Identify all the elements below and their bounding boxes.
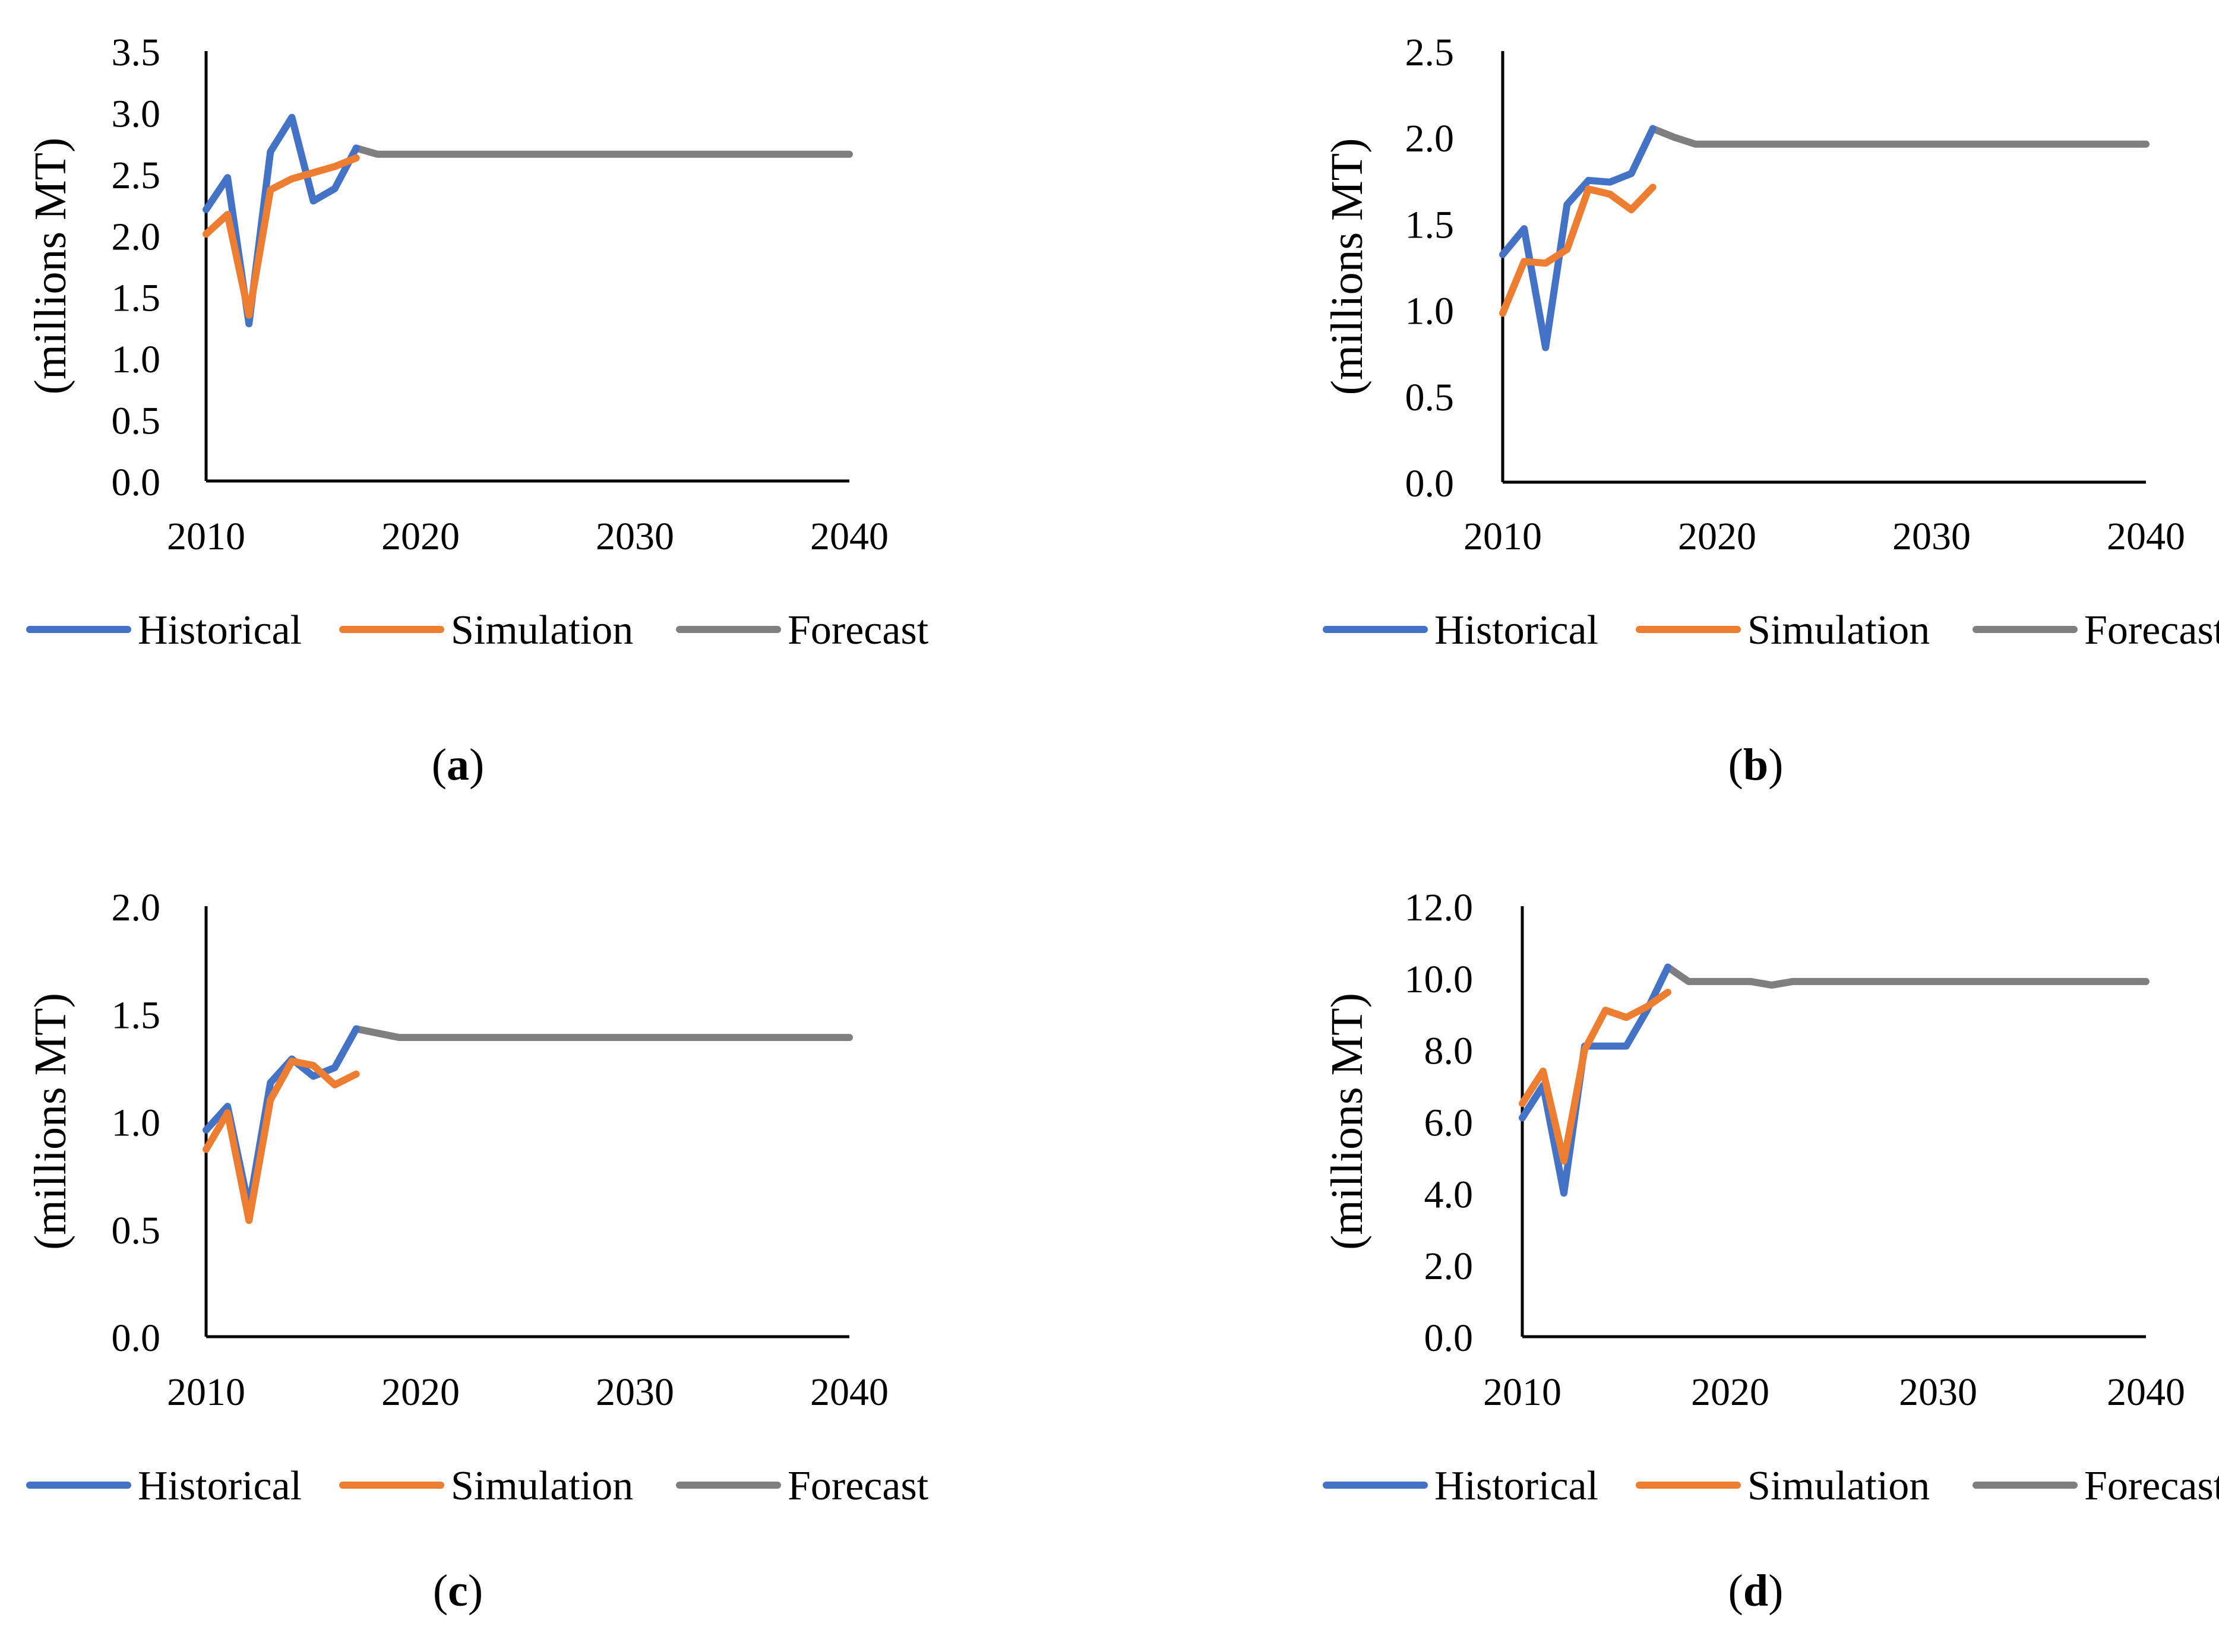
x-tick-label: 2010 <box>167 515 245 558</box>
x-tick-label: 2040 <box>2107 515 2185 558</box>
x-tick-label: 2040 <box>2107 1371 2185 1414</box>
series-line-forecast <box>352 1025 853 1042</box>
x-tick-label: 2030 <box>596 1371 674 1414</box>
series-line-historical <box>1519 963 1671 1197</box>
x-tick-label: 2020 <box>381 1371 460 1414</box>
panel-d: 0.0 2.0 4.0 6.0 8.0 10.0 12.0 2010 2020 2030 2040 (… <box>1110 826 2219 1652</box>
y-tick-label: 0.0 <box>1424 1316 1474 1360</box>
y-tick-label: 0.5 <box>1405 376 1455 419</box>
legend-label-historical: Historical <box>138 1463 302 1509</box>
x-tick-label: 2030 <box>1892 515 1971 558</box>
panel-a: 0.0 0.5 1.0 1.5 2.0 2.5 3.0 3.5 2010 2020 2030 2040… <box>0 0 1110 826</box>
y-tick-label: 4.0 <box>1424 1173 1474 1216</box>
y-tick-label: 8.0 <box>1424 1030 1474 1073</box>
x-tick-label: 2040 <box>810 515 889 558</box>
panel-b: 0.0 0.5 1.0 1.5 2.0 2.5 2010 2020 2030 2040 (milli… <box>1110 0 2219 826</box>
series-line-forecast <box>1649 125 2150 148</box>
y-axis-title: (millions MT) <box>1322 138 1372 395</box>
y-tick-label: 1.0 <box>112 338 161 381</box>
series-line-historical <box>1499 125 1657 352</box>
y-tick-label: 2.5 <box>112 154 161 197</box>
panel-label-c: (c) <box>432 1566 483 1616</box>
chart-d: 0.0 2.0 4.0 6.0 8.0 10.0 12.0 2010 2020 2030 2040 (… <box>1322 886 2219 1509</box>
y-tick-label: 1.0 <box>112 1102 161 1145</box>
y-tick-label: 1.5 <box>112 993 161 1037</box>
series-line-simulation <box>203 154 360 319</box>
x-tick-label: 2030 <box>596 515 674 558</box>
series-line-forecast <box>352 144 853 158</box>
legend-label-simulation: Simulation <box>1747 1463 1930 1509</box>
y-tick-label: 2.0 <box>112 215 161 258</box>
x-tick-label: 2010 <box>1463 515 1542 558</box>
legend-label-forecast: Forecast <box>788 607 929 653</box>
legend-label-historical: Historical <box>138 607 302 653</box>
y-tick-label: 3.5 <box>112 31 161 74</box>
x-tick-label: 2030 <box>1899 1371 1977 1414</box>
legend-label-forecast: Forecast <box>2084 1463 2219 1509</box>
legend-label-historical: Historical <box>1434 607 1598 653</box>
legend-label-simulation: Simulation <box>451 607 633 653</box>
y-tick-label: 1.5 <box>112 277 161 320</box>
chart-a: 0.0 0.5 1.0 1.5 2.0 2.5 3.0 3.5 2010 2020 2030 2040… <box>26 31 929 653</box>
x-tick-label: 2020 <box>1678 515 1756 558</box>
x-tick-label: 2020 <box>1691 1371 1769 1414</box>
legend-label-forecast: Forecast <box>788 1463 929 1509</box>
y-tick-label: 2.0 <box>1424 1245 1474 1288</box>
panel-label-b: (b) <box>1728 740 1784 790</box>
x-tick-label: 2040 <box>810 1371 889 1414</box>
panel-label-d: (d) <box>1728 1566 1784 1616</box>
legend-label-simulation: Simulation <box>451 1463 633 1509</box>
x-tick-label: 2020 <box>381 515 460 558</box>
legend-label-historical: Historical <box>1434 1463 1598 1509</box>
y-tick-label: 0.0 <box>112 461 161 504</box>
y-axis-title: (millions MT) <box>1322 993 1372 1250</box>
y-tick-label: 2.0 <box>112 886 161 929</box>
y-tick-label: 2.0 <box>1405 117 1455 160</box>
y-tick-label: 3.0 <box>112 92 161 135</box>
y-tick-label: 1.0 <box>1405 290 1455 333</box>
series-line-simulation <box>1499 183 1657 317</box>
y-tick-label: 1.5 <box>1405 203 1455 246</box>
y-tick-label: 6.0 <box>1424 1102 1474 1145</box>
y-tick-label: 0.5 <box>112 400 161 443</box>
y-tick-label: 0.0 <box>112 1316 161 1360</box>
legend-label-forecast: Forecast <box>2084 607 2219 653</box>
y-tick-label: 0.5 <box>112 1209 161 1252</box>
y-tick-label: 0.0 <box>1405 462 1455 505</box>
chart-b: 0.0 0.5 1.0 1.5 2.0 2.5 2010 2020 2030 2040 (milli… <box>1322 31 2219 653</box>
series-line-simulation <box>203 1058 360 1224</box>
legend-label-simulation: Simulation <box>1747 607 1930 653</box>
y-tick-label: 10.0 <box>1405 958 1474 1001</box>
series-line-historical <box>203 113 360 328</box>
chart-c: 0.0 0.5 1.0 1.5 2.0 2010 2020 2030 2040 (millions… <box>26 886 929 1509</box>
x-tick-label: 2010 <box>167 1371 245 1414</box>
y-axis-title: (millions MT) <box>26 138 75 395</box>
series-line-forecast <box>1664 963 2150 989</box>
series-line-simulation <box>1519 989 1671 1164</box>
y-tick-label: 2.5 <box>1405 31 1455 74</box>
y-tick-label: 12.0 <box>1405 886 1474 929</box>
x-tick-label: 2010 <box>1483 1371 1561 1414</box>
panel-label-a: (a) <box>431 740 485 790</box>
y-axis-title: (millions MT) <box>26 993 75 1250</box>
panel-c: 0.0 0.5 1.0 1.5 2.0 2010 2020 2030 2040 (millions… <box>0 826 1110 1652</box>
